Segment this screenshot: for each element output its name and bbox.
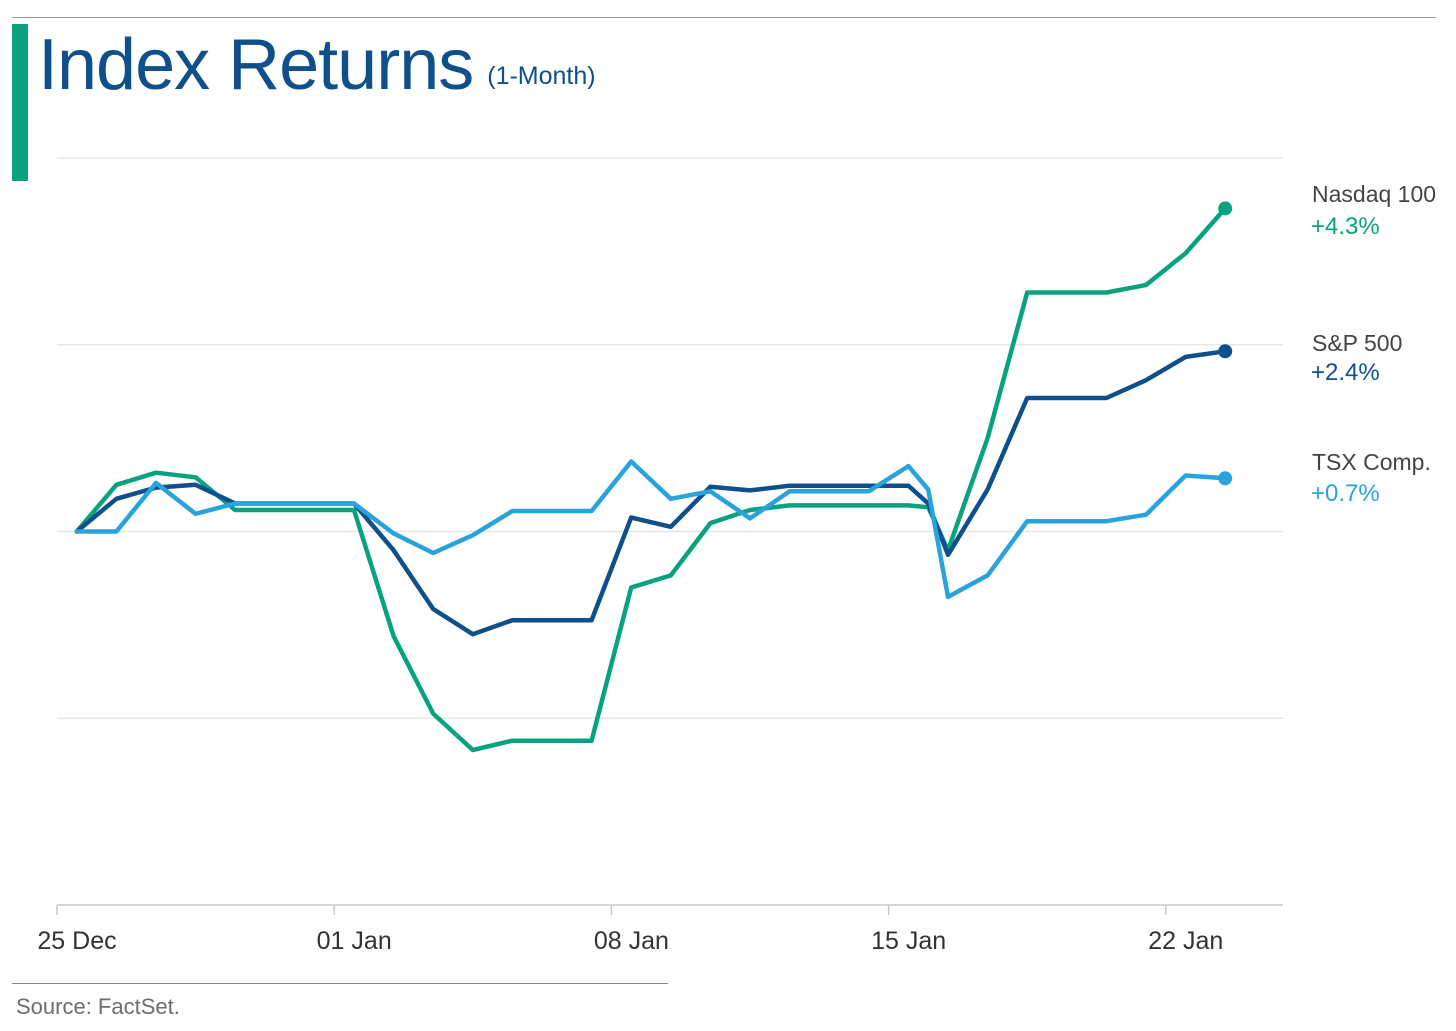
series-line-tsx-comp- xyxy=(74,459,1228,600)
series-end-dot xyxy=(1218,201,1233,216)
x-tick-label: 22 Jan xyxy=(1148,927,1223,955)
top-rule xyxy=(12,17,1436,18)
legend-value: +0.7% xyxy=(1311,480,1380,507)
series-end-dot xyxy=(1218,471,1233,486)
x-tick-label: 25 Dec xyxy=(37,927,116,955)
source-rule xyxy=(12,983,668,984)
legend-name: Nasdaq 100 xyxy=(1312,181,1436,207)
series-line-nasdaq-100 xyxy=(74,206,1228,753)
legend-name: S&P 500 xyxy=(1312,330,1402,356)
legend-value: +2.4% xyxy=(1311,359,1380,386)
legend-value: +4.3% xyxy=(1311,213,1380,240)
title-block: Index Returns (1-Month) xyxy=(38,24,596,106)
series-end-dot xyxy=(1218,344,1233,359)
gridlines xyxy=(57,157,1283,906)
source-note: Source: FactSet. xyxy=(16,994,180,1019)
chart-title: Index Returns xyxy=(38,25,474,105)
x-axis: 25 Dec 01 Jan 08 Jan 15 Jan 22 Jan xyxy=(37,905,1223,955)
title-accent-bar xyxy=(12,24,28,181)
legend-name: TSX Comp. xyxy=(1312,449,1431,475)
end-labels: Nasdaq 100 +4.3% S&P 500 +2.4% TSX Comp. +0.7… xyxy=(1311,181,1436,507)
chart-subtitle: (1-Month) xyxy=(487,62,596,90)
series-lines xyxy=(74,201,1233,753)
series-line-s-p-500 xyxy=(74,349,1228,637)
x-tick-label: 08 Jan xyxy=(594,927,669,955)
x-tick-label: 01 Jan xyxy=(317,927,392,955)
x-tick-label: 15 Jan xyxy=(871,927,946,955)
